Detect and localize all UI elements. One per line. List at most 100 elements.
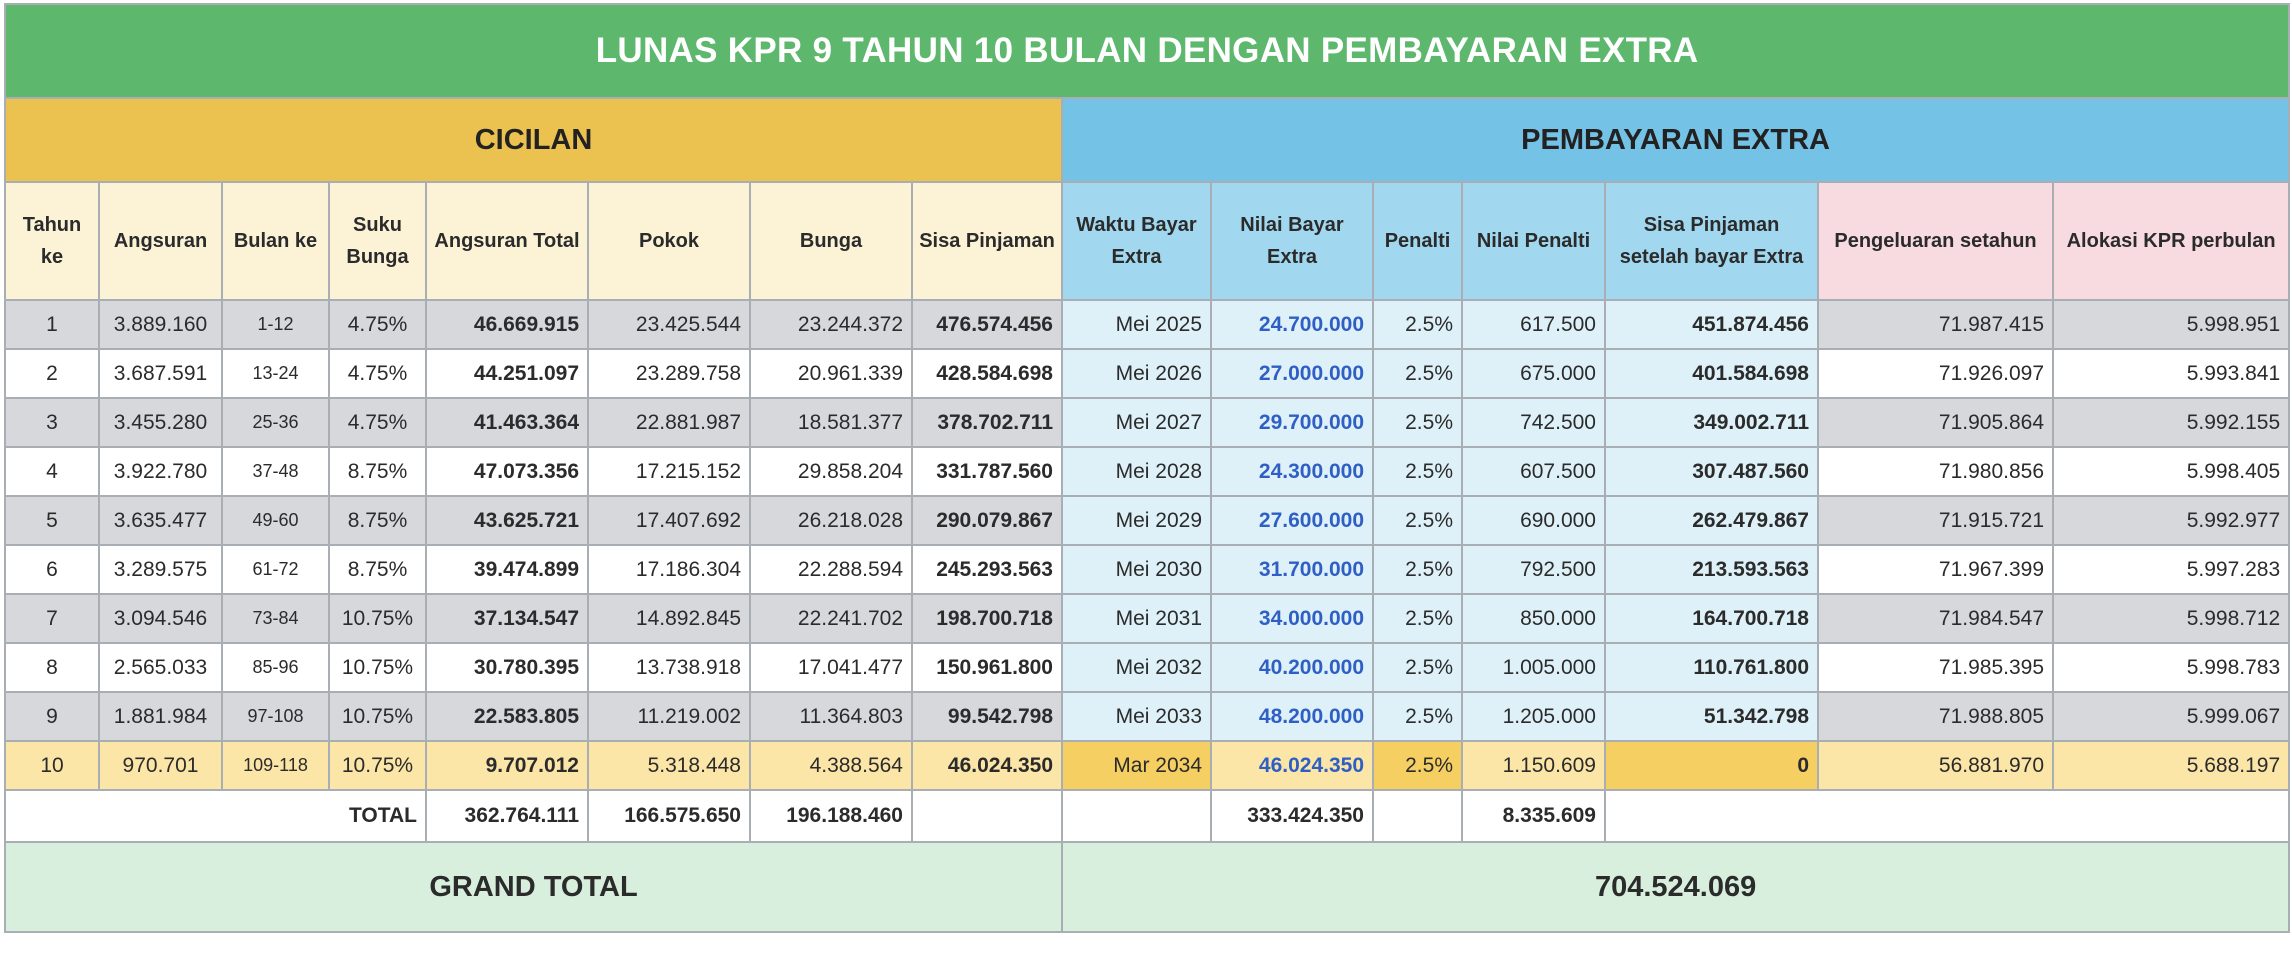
header-bulan-ke: Bulan ke — [221, 181, 330, 301]
cell-angsuran: 3.922.780 — [98, 446, 223, 497]
cell-bulan: 73-84 — [221, 593, 330, 644]
cell-bunga: 11.364.803 — [749, 691, 913, 742]
cell-penalti: 2.5% — [1372, 299, 1463, 350]
cell-penalti: 2.5% — [1372, 544, 1463, 595]
cell-nilai-bayar-extra: 27.000.000 — [1210, 348, 1374, 399]
cell-sisa-pinjaman: 428.584.698 — [911, 348, 1063, 399]
cell-pengeluaran: 71.984.547 — [1817, 593, 2054, 644]
cell-nilai-bayar-extra: 29.700.000 — [1210, 397, 1374, 448]
cell-sisa-pinjaman: 198.700.718 — [911, 593, 1063, 644]
table-row: 8 2.565.033 85-96 10.75% 30.780.395 13.7… — [4, 642, 2291, 693]
cell-sisa-setelah-extra: 164.700.718 — [1604, 593, 1819, 644]
total-bunga: 196.188.460 — [749, 789, 913, 843]
cell-suku-bunga: 4.75% — [328, 348, 427, 399]
header-penalti: Penalti — [1372, 181, 1463, 301]
total-label: TOTAL — [4, 789, 427, 843]
cell-bunga: 26.218.028 — [749, 495, 913, 546]
cell-pengeluaran: 71.987.415 — [1817, 299, 2054, 350]
cell-penalti: 2.5% — [1372, 740, 1463, 791]
cell-sisa-pinjaman: 331.787.560 — [911, 446, 1063, 497]
cell-angsuran: 3.635.477 — [98, 495, 223, 546]
cell-nilai-penalti: 1.150.609 — [1461, 740, 1606, 791]
cell-bunga: 22.288.594 — [749, 544, 913, 595]
cell-bunga: 23.244.372 — [749, 299, 913, 350]
table-row: 1 3.889.160 1-12 4.75% 46.669.915 23.425… — [4, 299, 2291, 350]
cell-angsuran: 3.687.591 — [98, 348, 223, 399]
cell-alokasi: 5.998.951 — [2051, 299, 2291, 350]
header-nilai-penalti: Nilai Penalti — [1461, 181, 1606, 301]
cell-penalti: 2.5% — [1372, 348, 1463, 399]
cell-bunga: 18.581.377 — [749, 397, 913, 448]
cell-penalti: 2.5% — [1372, 446, 1463, 497]
total-angsuran-total: 362.764.111 — [425, 789, 589, 843]
cell-pokok: 5.318.448 — [587, 740, 751, 791]
cell-pokok: 11.219.002 — [587, 691, 751, 742]
grand-total-label: GRAND TOTAL — [4, 841, 1063, 933]
table-row: 2 3.687.591 13-24 4.75% 44.251.097 23.28… — [4, 348, 2291, 399]
cell-angsuran: 3.289.575 — [98, 544, 223, 595]
cell-nilai-bayar-extra: 24.300.000 — [1210, 446, 1374, 497]
cell-tahun: 3 — [4, 397, 100, 448]
cell-nilai-penalti: 617.500 — [1461, 299, 1606, 350]
cell-alokasi: 5.998.783 — [2051, 642, 2291, 693]
header-alokasi-kpr: Alokasi KPR perbulan — [2051, 181, 2291, 301]
cell-pokok: 13.738.918 — [587, 642, 751, 693]
cell-pokok: 23.425.544 — [587, 299, 751, 350]
cell-alokasi: 5.998.712 — [2051, 593, 2291, 644]
cell-angsuran-total: 44.251.097 — [425, 348, 589, 399]
page-title: LUNAS KPR 9 TAHUN 10 BULAN DENGAN PEMBAY… — [3, 3, 2291, 99]
cell-bulan: 25-36 — [221, 397, 330, 448]
cell-penalti: 2.5% — [1372, 593, 1463, 644]
cell-angsuran-total: 41.463.364 — [425, 397, 589, 448]
cell-sisa-setelah-extra: 451.874.456 — [1604, 299, 1819, 350]
cell-penalti: 2.5% — [1372, 642, 1463, 693]
kpr-table: LUNAS KPR 9 TAHUN 10 BULAN DENGAN PEMBAY… — [3, 3, 2291, 933]
cell-nilai-penalti: 675.000 — [1461, 348, 1606, 399]
cell-nilai-bayar-extra: 34.000.000 — [1210, 593, 1374, 644]
cell-angsuran: 970.701 — [98, 740, 223, 791]
cell-sisa-setelah-extra: 262.479.867 — [1604, 495, 1819, 546]
cell-bulan: 85-96 — [221, 642, 330, 693]
cell-angsuran-total: 43.625.721 — [425, 495, 589, 546]
cell-penalti: 2.5% — [1372, 495, 1463, 546]
cell-angsuran-total: 46.669.915 — [425, 299, 589, 350]
cell-sisa-pinjaman: 245.293.563 — [911, 544, 1063, 595]
header-pokok: Pokok — [587, 181, 751, 301]
cell-bunga: 29.858.204 — [749, 446, 913, 497]
cell-suku-bunga: 10.75% — [328, 740, 427, 791]
cell-sisa-pinjaman: 46.024.350 — [911, 740, 1063, 791]
cell-pokok: 17.186.304 — [587, 544, 751, 595]
cell-nilai-penalti: 690.000 — [1461, 495, 1606, 546]
cell-tahun: 4 — [4, 446, 100, 497]
cell-sisa-setelah-extra: 0 — [1604, 740, 1819, 791]
cell-suku-bunga: 10.75% — [328, 642, 427, 693]
cell-nilai-penalti: 1.005.000 — [1461, 642, 1606, 693]
cell-tahun: 1 — [4, 299, 100, 350]
cell-sisa-pinjaman: 99.542.798 — [911, 691, 1063, 742]
header-sisa-pinjaman: Sisa Pinjaman — [911, 181, 1063, 301]
total-nilai-penalti: 8.335.609 — [1461, 789, 1606, 843]
total-empty-waktu — [1061, 789, 1212, 843]
table-row: 7 3.094.546 73-84 10.75% 37.134.547 14.8… — [4, 593, 2291, 644]
cell-bulan: 97-108 — [221, 691, 330, 742]
cell-tahun: 9 — [4, 691, 100, 742]
cell-tahun: 6 — [4, 544, 100, 595]
cell-tahun: 2 — [4, 348, 100, 399]
cell-waktu-extra: Mei 2030 — [1061, 544, 1212, 595]
header-pengeluaran-setahun: Pengeluaran setahun — [1817, 181, 2054, 301]
cell-bulan: 109-118 — [221, 740, 330, 791]
cell-sisa-setelah-extra: 401.584.698 — [1604, 348, 1819, 399]
total-empty-penalti — [1372, 789, 1463, 843]
cell-alokasi: 5.997.283 — [2051, 544, 2291, 595]
cell-nilai-penalti: 792.500 — [1461, 544, 1606, 595]
cell-sisa-pinjaman: 476.574.456 — [911, 299, 1063, 350]
cell-waktu-extra: Mar 2034 — [1061, 740, 1212, 791]
cell-suku-bunga: 10.75% — [328, 691, 427, 742]
cell-suku-bunga: 8.75% — [328, 544, 427, 595]
cell-suku-bunga: 8.75% — [328, 446, 427, 497]
cell-pengeluaran: 71.988.805 — [1817, 691, 2054, 742]
cell-pengeluaran: 71.967.399 — [1817, 544, 2054, 595]
cell-nilai-penalti: 742.500 — [1461, 397, 1606, 448]
cell-penalti: 2.5% — [1372, 397, 1463, 448]
cell-waktu-extra: Mei 2031 — [1061, 593, 1212, 644]
